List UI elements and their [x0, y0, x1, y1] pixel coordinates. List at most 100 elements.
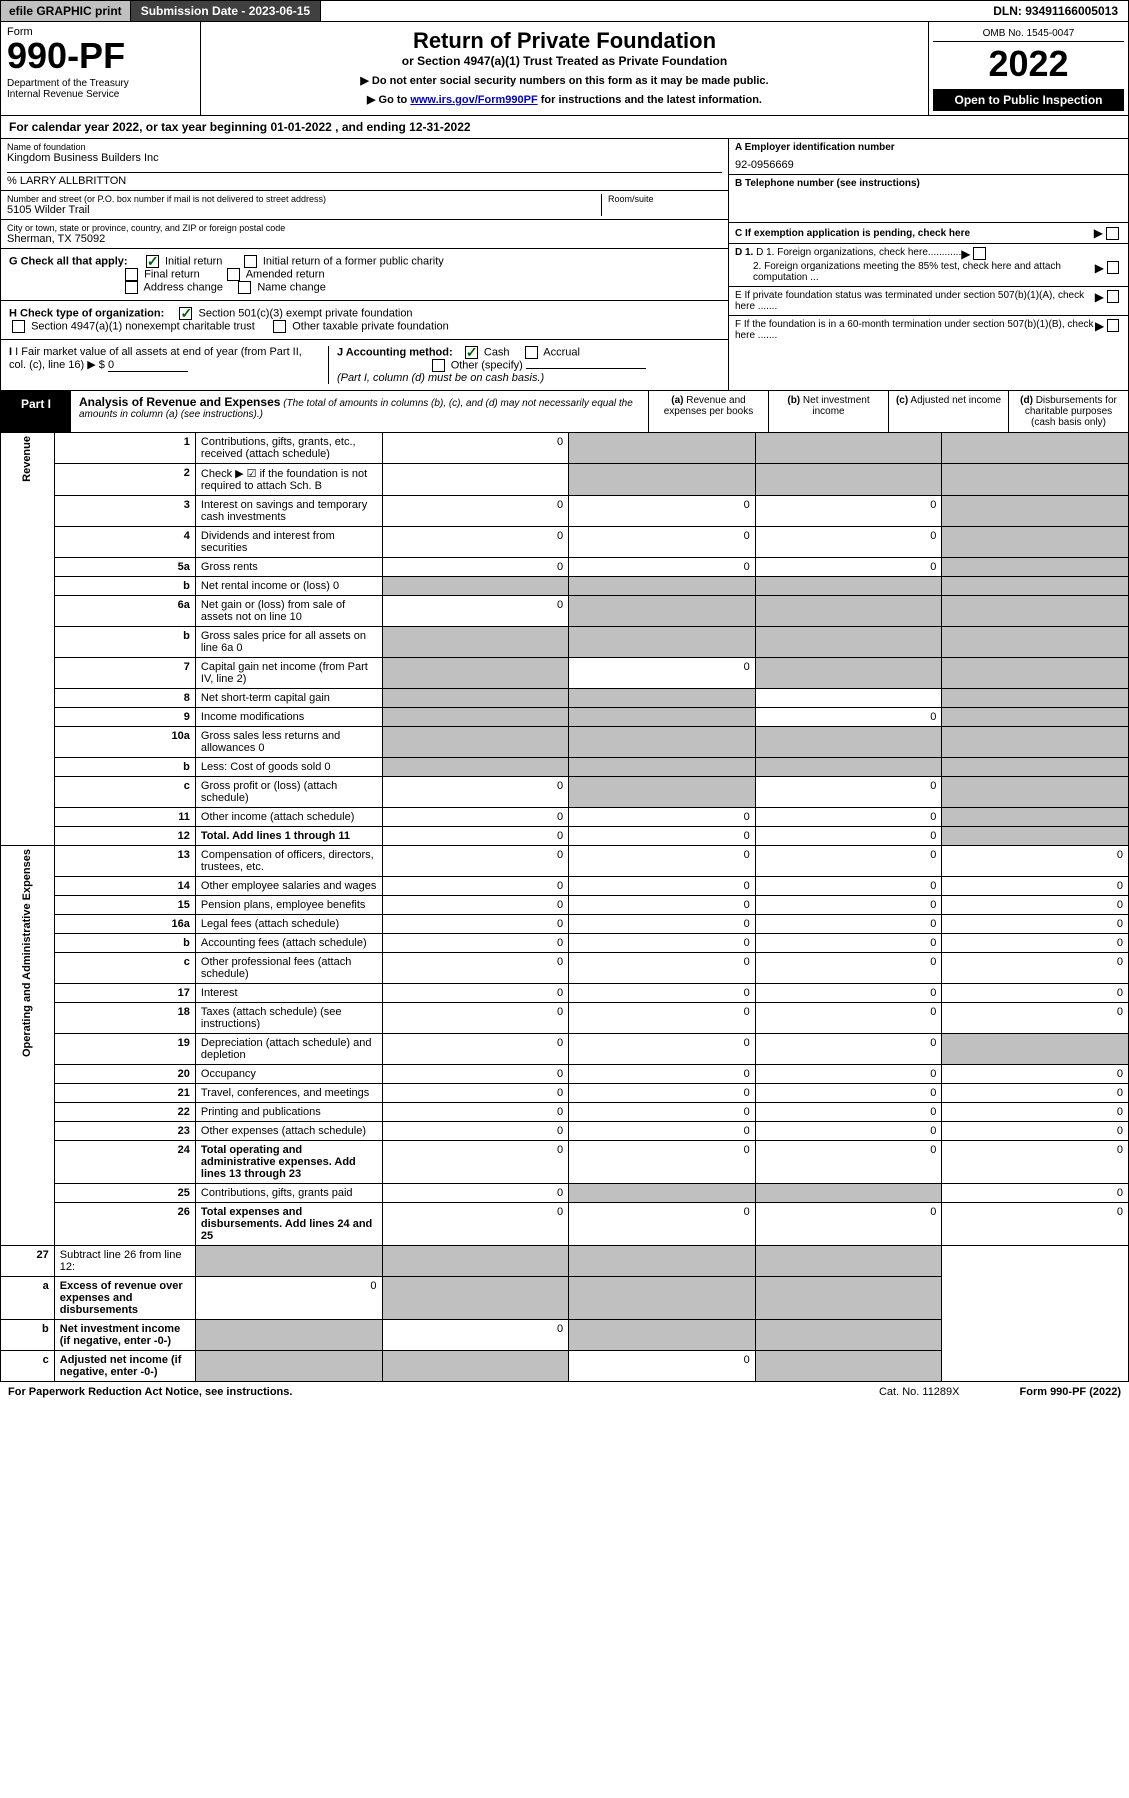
table-row: 3Interest on savings and temporary cash … — [1, 496, 1129, 527]
amount-cell — [382, 627, 569, 658]
city-label: City or town, state or province, country… — [7, 223, 722, 233]
amount-cell: 0 — [942, 896, 1129, 915]
row-number: 3 — [54, 496, 195, 527]
table-row: 7Capital gain net income (from Part IV, … — [1, 658, 1129, 689]
row-number: b — [54, 934, 195, 953]
amount-cell: 0 — [382, 1141, 569, 1184]
amount-cell — [755, 1246, 942, 1277]
amount-cell: 0 — [569, 846, 756, 877]
amount-cell — [942, 464, 1129, 496]
row-number: 20 — [54, 1065, 195, 1084]
amount-cell — [942, 527, 1129, 558]
amount-cell — [942, 808, 1129, 827]
row-description: Subtract line 26 from line 12: — [54, 1246, 195, 1277]
efile-label: efile GRAPHIC print — [1, 1, 131, 21]
amount-cell — [755, 433, 942, 464]
j-accrual: Accrual — [543, 347, 580, 359]
checkbox-accrual[interactable] — [525, 346, 538, 359]
checkbox-cash[interactable] — [465, 346, 478, 359]
row-description: Other employee salaries and wages — [195, 877, 382, 896]
amount-cell: 0 — [755, 708, 942, 727]
amount-cell — [382, 1351, 569, 1382]
row-description: Gross sales price for all assets on line… — [195, 627, 382, 658]
ein-value: 92-0956669 — [735, 159, 1122, 171]
header-left: Form 990-PF Department of the Treasury I… — [1, 22, 201, 115]
room-label: Room/suite — [608, 194, 722, 204]
page-footer: For Paperwork Reduction Act Notice, see … — [0, 1382, 1129, 1402]
name-label: Name of foundation — [7, 142, 722, 152]
amount-cell: 0 — [569, 1122, 756, 1141]
amount-cell: 0 — [569, 1141, 756, 1184]
foundation-name-cell: Name of foundation Kingdom Business Buil… — [1, 139, 728, 191]
j-other: Other (specify) — [451, 360, 523, 372]
a-label: A Employer identification number — [735, 142, 1122, 153]
amount-cell — [569, 727, 756, 758]
checkbox-other-method[interactable] — [432, 359, 445, 372]
row-number: b — [54, 627, 195, 658]
amount-cell — [755, 1277, 942, 1320]
table-row: 25Contributions, gifts, grants paid00 — [1, 1184, 1129, 1203]
arrow-icon: ▶ — [1095, 319, 1104, 341]
row-description: Other expenses (attach schedule) — [195, 1122, 382, 1141]
checkbox-amended-return[interactable] — [227, 268, 240, 281]
row-description: Travel, conferences, and meetings — [195, 1084, 382, 1103]
table-row: 20Occupancy0000 — [1, 1065, 1129, 1084]
amount-cell: 0 — [569, 1084, 756, 1103]
checkbox-d2[interactable] — [1107, 261, 1119, 274]
checkbox-address-change[interactable] — [125, 281, 138, 294]
amount-cell: 0 — [569, 658, 756, 689]
row-number: 21 — [54, 1084, 195, 1103]
amount-cell: 0 — [382, 1203, 569, 1246]
checkbox-f[interactable] — [1107, 319, 1119, 332]
g-name-change: Name change — [257, 282, 326, 294]
row-description: Excess of revenue over expenses and disb… — [54, 1277, 195, 1320]
checkbox-d1[interactable] — [973, 247, 986, 260]
foundation-name: Kingdom Business Builders Inc — [7, 152, 722, 164]
amount-cell — [569, 433, 756, 464]
checkbox-4947a1[interactable] — [12, 320, 25, 333]
amount-cell — [942, 496, 1129, 527]
row-description: Gross rents — [195, 558, 382, 577]
amount-cell: 0 — [755, 1084, 942, 1103]
amount-cell: 0 — [382, 1122, 569, 1141]
dln: DLN: 93491166005013 — [983, 1, 1128, 21]
checkbox-other-taxable[interactable] — [273, 320, 286, 333]
row-number: 14 — [54, 877, 195, 896]
amount-cell — [382, 577, 569, 596]
amount-cell: 0 — [382, 877, 569, 896]
checkbox-c[interactable] — [1106, 227, 1119, 240]
amount-cell — [755, 658, 942, 689]
row-number: 22 — [54, 1103, 195, 1122]
amount-cell: 0 — [569, 808, 756, 827]
amount-cell: 0 — [382, 558, 569, 577]
row-number: a — [1, 1277, 55, 1320]
checkbox-final-return[interactable] — [125, 268, 138, 281]
amount-cell — [382, 464, 569, 496]
amount-cell: 0 — [569, 896, 756, 915]
row-description: Total. Add lines 1 through 11 — [195, 827, 382, 846]
amount-cell: 0 — [569, 934, 756, 953]
amount-cell: 0 — [755, 777, 942, 808]
info-right: A Employer identification number 92-0956… — [728, 139, 1128, 390]
amount-cell: 0 — [382, 496, 569, 527]
amount-cell: 0 — [569, 877, 756, 896]
part1-table: Revenue1Contributions, gifts, grants, et… — [0, 433, 1129, 1382]
amount-cell: 0 — [382, 527, 569, 558]
checkbox-name-change[interactable] — [238, 281, 251, 294]
amount-cell: 0 — [569, 1034, 756, 1065]
checkbox-initial-return[interactable] — [146, 255, 159, 268]
amount-cell: 0 — [942, 984, 1129, 1003]
amount-cell: 0 — [382, 433, 569, 464]
amount-cell: 0 — [569, 496, 756, 527]
city-value: Sherman, TX 75092 — [7, 233, 722, 245]
amount-cell: 0 — [755, 915, 942, 934]
tax-year: 2022 — [933, 42, 1124, 85]
amount-cell — [569, 777, 756, 808]
row-number: b — [54, 758, 195, 777]
checkbox-e[interactable] — [1107, 290, 1119, 303]
checkbox-501c3[interactable] — [179, 307, 192, 320]
g-final: Final return — [144, 269, 200, 281]
checkbox-initial-former[interactable] — [244, 255, 257, 268]
amount-cell — [382, 1277, 569, 1320]
irs-link[interactable]: www.irs.gov/Form990PF — [410, 94, 537, 106]
